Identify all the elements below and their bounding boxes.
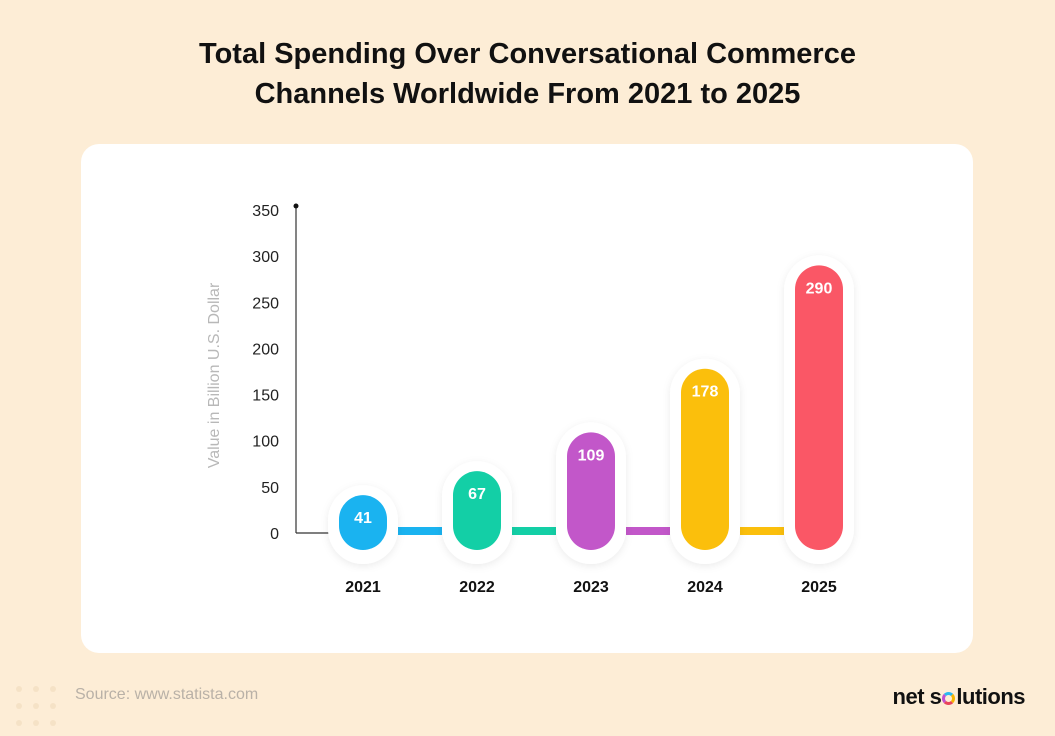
y-tick-label: 250 <box>252 295 279 312</box>
decorative-dot <box>33 703 39 709</box>
bar-connector <box>512 527 556 535</box>
y-axis-end-dot <box>293 203 299 209</box>
decorative-dot <box>16 703 22 709</box>
bar <box>339 495 387 550</box>
bar <box>453 471 501 550</box>
y-axis-label: Value in Billion U.S. Dollar <box>206 282 223 468</box>
bar-value-label: 290 <box>806 280 833 297</box>
x-tick-label: 2024 <box>687 579 723 596</box>
x-tick-label: 2022 <box>459 579 495 596</box>
y-tick-label: 300 <box>252 249 279 266</box>
y-tick-label: 200 <box>252 341 279 358</box>
bar-value-label: 41 <box>354 510 372 527</box>
brand-logo: net s lutions <box>892 684 1026 710</box>
decorative-dot <box>16 686 22 692</box>
bar-value-label: 109 <box>578 447 605 464</box>
decorative-dot <box>50 720 56 726</box>
decorative-dot <box>16 720 22 726</box>
brand-text-part-2: lutions <box>956 684 1025 709</box>
decorative-dot <box>33 686 39 692</box>
x-tick-label: 2025 <box>801 579 837 596</box>
y-tick-label: 50 <box>261 480 279 497</box>
bar-value-label: 67 <box>468 486 486 503</box>
bar-connector <box>740 527 784 535</box>
decorative-dot <box>33 720 39 726</box>
chart-title-line-2: Channels Worldwide From 2021 to 2025 <box>254 78 801 110</box>
decorative-dot <box>50 686 56 692</box>
y-tick-label: 350 <box>252 203 279 220</box>
bar <box>567 432 615 550</box>
y-tick-label: 100 <box>252 434 279 451</box>
brand-text-part-1: net s <box>892 684 942 709</box>
chart-title: Total Spending Over Conversational Comme… <box>0 34 1055 114</box>
source-text: Source: www.statista.com <box>75 686 259 703</box>
bar-connector <box>626 527 670 535</box>
bar-value-label: 178 <box>692 384 719 401</box>
x-tick-label: 2023 <box>573 579 609 596</box>
y-tick-label: 150 <box>252 388 279 405</box>
bar <box>681 368 729 550</box>
bar <box>795 265 843 550</box>
y-tick-label: 0 <box>270 526 279 543</box>
bar-chart: 0 50 100 150 200 250 300 350 Value in Billion U.… <box>206 203 854 596</box>
decorative-dot <box>50 703 56 709</box>
logo-ring-icon <box>942 692 956 705</box>
bar-connector <box>398 527 442 535</box>
chart-card: 0 50 100 150 200 250 300 350 Value in Billion U.… <box>81 144 973 653</box>
chart-title-line-1: Total Spending Over Conversational Comme… <box>199 38 856 70</box>
decorative-dots <box>16 686 66 736</box>
x-tick-label: 2021 <box>345 579 381 596</box>
